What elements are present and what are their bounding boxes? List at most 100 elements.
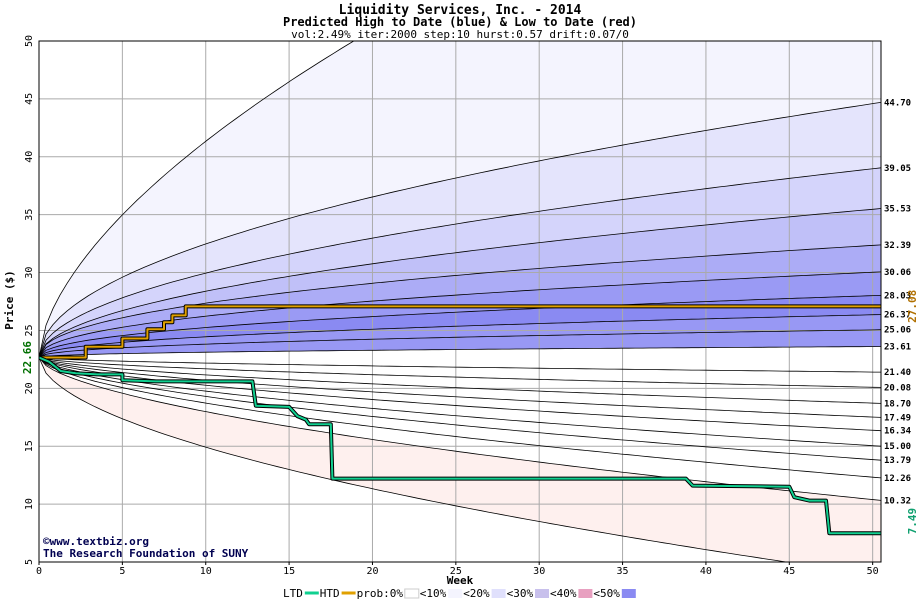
legend-label-ltd: LTD: [283, 587, 303, 600]
band-boundary-4: [39, 244, 881, 358]
current-low-label: 7.49: [906, 508, 919, 535]
high-band-5: [39, 271, 881, 358]
band-end-label: 20.08: [884, 383, 911, 393]
legend-label-band-1: <10%: [420, 587, 447, 600]
x-tick-label: 15: [283, 566, 295, 577]
band-boundary-2: [39, 167, 881, 358]
legend-label-band-2: <20%: [463, 587, 490, 600]
band-end-label: 44.70: [884, 98, 911, 108]
legend-swatch-5: [621, 589, 636, 598]
legend-label-band-3: <30%: [507, 587, 534, 600]
y-tick-label: 45: [24, 93, 35, 105]
band-boundary-17: [39, 357, 881, 461]
x-tick-label: 50: [867, 566, 879, 577]
high-band-7: [39, 314, 881, 358]
watermark-org: The Research Foundation of SUNY: [43, 547, 249, 560]
band-boundary-6: [39, 295, 881, 358]
band-boundary-3: [39, 208, 881, 358]
band-end-label: 35.53: [884, 205, 911, 215]
series-lines: [39, 304, 881, 536]
high-band-8: [39, 329, 881, 358]
band-boundary-13: [39, 357, 881, 404]
x-axis-label: Week: [447, 574, 474, 587]
x-tick-label: 10: [200, 566, 212, 577]
high-band-6: [39, 295, 881, 358]
y-tick-label: 25: [24, 324, 35, 336]
x-tick-label: 45: [783, 566, 795, 577]
low-band-core: [39, 357, 881, 501]
legend: LTD HTD prob:0% <10% <20% <30% <40% <50%: [283, 587, 636, 600]
band-end-label: 10.32: [884, 496, 911, 506]
current-high-label: 27.08: [906, 290, 919, 323]
x-tick-label: 25: [450, 566, 462, 577]
y-tick-label: 10: [24, 498, 35, 510]
y-tick-label: 40: [24, 151, 35, 163]
band-end-label: 12.26: [884, 474, 911, 484]
x-tick-label: 20: [366, 566, 378, 577]
chart-subtitle: Predicted High to Date (blue) & Low to D…: [283, 15, 637, 29]
band-boundary-1: [39, 102, 881, 358]
legend-swatch-1: [448, 589, 463, 598]
x-tick-label: 40: [700, 566, 712, 577]
band-boundary-8: [39, 329, 881, 358]
y-tick-label: 20: [24, 382, 35, 394]
high-band-core: [39, 346, 881, 360]
x-tick-label: 30: [533, 566, 545, 577]
legend-label-htd: HTD: [320, 587, 340, 600]
band-end-label: 18.70: [884, 399, 911, 409]
plot-frame: [38, 40, 882, 563]
band-end-label: 39.05: [884, 164, 911, 174]
high-band-0: [39, 41, 881, 358]
band-boundary-14: [39, 357, 881, 418]
probability-bands: [39, 41, 881, 562]
y-tick-label: 30: [24, 267, 35, 279]
legend-label-prob: prob:0%: [357, 587, 404, 600]
band-end-label: 30.06: [884, 268, 911, 278]
start-price-label: 22.66: [21, 341, 34, 374]
legend-label-band-5: <50%: [593, 587, 620, 600]
x-tick-label: 5: [119, 566, 125, 577]
y-tick-label: 15: [24, 440, 35, 452]
band-boundary-7: [39, 314, 881, 358]
simulation-parameters: vol:2.49% iter:2000 step:10 hurst:0.57 d…: [291, 28, 629, 41]
band-boundary-16: [39, 357, 881, 447]
band-end-label: 23.61: [884, 343, 911, 353]
series-ltd: [39, 356, 881, 535]
legend-label-band-4: <40%: [550, 587, 577, 600]
band-end-labels: 44.70 39.05 35.53 32.39 30.06 28.03 26.37 25.06…: [884, 98, 912, 506]
high-band-3: [39, 208, 881, 358]
y-tick-label: 5: [24, 559, 35, 565]
band-end-label: 25.06: [884, 326, 911, 336]
high-band-2: [39, 167, 881, 358]
watermark-url: ©www.textbiz.org: [43, 535, 149, 548]
x-tick-label: 0: [36, 566, 42, 577]
legend-swatch-0: [404, 588, 420, 599]
band-boundary-0: [39, 41, 355, 358]
band-boundary-5: [39, 271, 881, 358]
band-boundary-12: [39, 357, 881, 388]
legend-swatch-3: [535, 589, 549, 598]
band-boundaries: [39, 41, 881, 562]
x-tick-label: 35: [617, 566, 629, 577]
band-boundary-18: [39, 357, 881, 479]
legend-swatch-2: [491, 589, 506, 598]
band-end-label: 32.39: [884, 241, 911, 251]
chart-title: Liquidity Services, Inc. - 2014: [339, 3, 582, 18]
band-end-label: 15.00: [884, 442, 911, 452]
y-tick-label: 35: [24, 209, 35, 221]
series-htd: [39, 305, 881, 359]
band-end-label: 13.79: [884, 456, 911, 466]
band-end-label: 28.03: [884, 291, 911, 301]
legend-swatch-4: [578, 589, 593, 598]
band-end-label: 16.34: [884, 427, 912, 437]
band-boundary-9: [39, 346, 881, 358]
band-boundary-10: [39, 357, 790, 562]
band-end-label: 17.49: [884, 413, 911, 423]
band-end-label: 26.37: [884, 311, 911, 321]
band-boundary-11: [39, 357, 881, 373]
y-tick-label: 50: [24, 35, 35, 47]
band-end-label: 21.40: [884, 368, 911, 378]
y-axis-label: Price ($): [3, 270, 16, 330]
